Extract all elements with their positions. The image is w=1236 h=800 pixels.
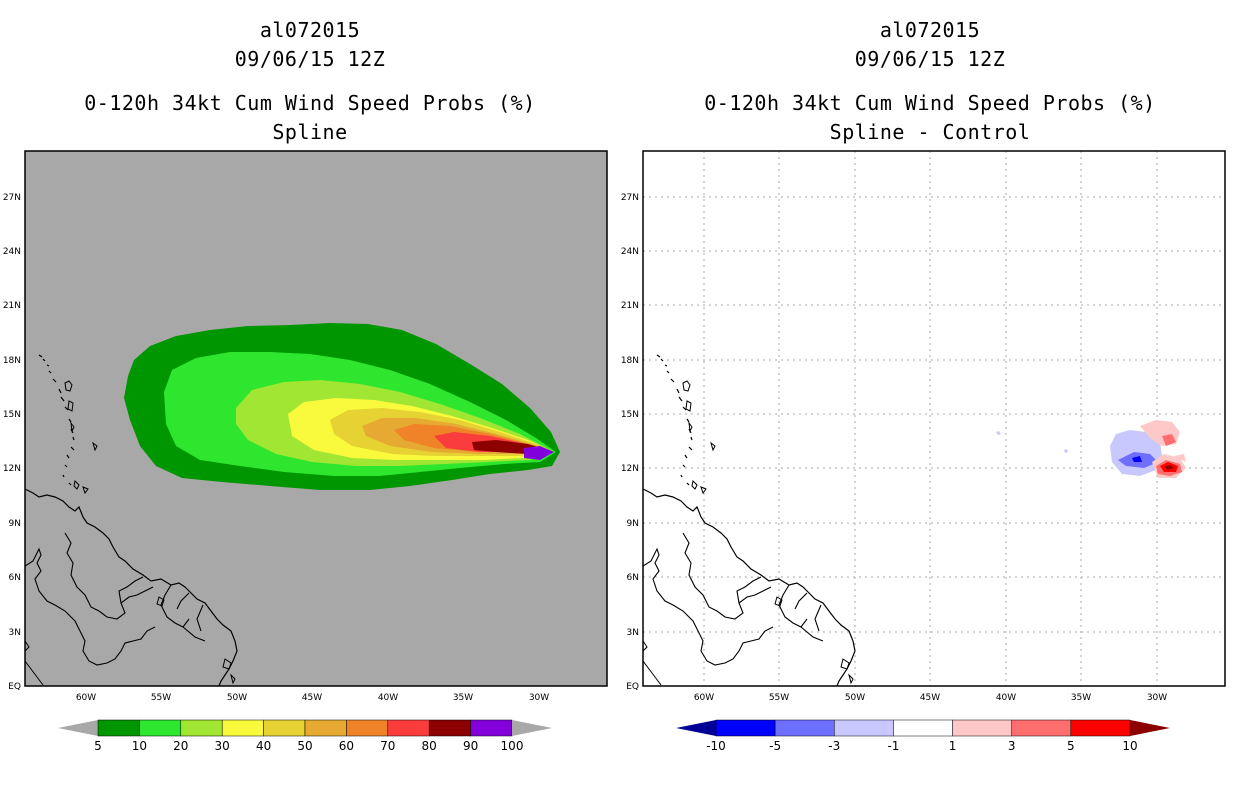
right-colorbar-label: 10 (1122, 739, 1137, 753)
right-colorbar-swatch (952, 719, 1012, 737)
left-panel-title: al072015 09/06/15 12Z 0-120h 34kt Cum Wi… (20, 16, 600, 147)
right-colorbar-label: -3 (828, 739, 840, 753)
left-lat-label: 6N (9, 573, 21, 583)
left-map (24, 150, 608, 687)
left-lat-label: 27N (3, 193, 21, 203)
left-colorbar-label: 20 (173, 739, 188, 753)
left-colorbar-label: 90 (463, 739, 478, 753)
right-lat-label: 3N (627, 628, 639, 638)
diff-speck-a (996, 431, 1001, 435)
left-probability-contours (25, 323, 560, 686)
right-lon-label: 40W (996, 693, 1016, 703)
left-lat-label: 3N (9, 628, 21, 638)
left-colorbar-swatch (304, 719, 347, 737)
right-colorbar-swatch (1070, 719, 1131, 737)
diff-speck-b (1064, 449, 1068, 453)
left-lat-label: 24N (3, 247, 21, 257)
left-lat-label: 18N (3, 356, 21, 366)
left-colorbar-swatch (428, 719, 471, 737)
right-colorbar-low-arrow (676, 720, 716, 736)
right-colorbar-swatch (774, 719, 835, 737)
right-colorbar-swatch (834, 719, 894, 737)
diff-pos-max-b (1164, 465, 1174, 470)
left-lat-label: EQ (8, 682, 21, 692)
left-map-frame (24, 150, 608, 687)
right-lon-label: 35W (1071, 693, 1091, 703)
right-difference-contours (996, 420, 1186, 478)
left-datetime: 09/06/15 12Z (234, 47, 386, 71)
left-method: Spline (272, 120, 348, 144)
right-colorbar-high-arrow (1130, 720, 1170, 736)
left-colorbar-label: 50 (297, 739, 312, 753)
left-colorbar-label: 70 (380, 739, 395, 753)
right-method: Spline - Control (829, 120, 1031, 144)
left-lon-label: 55W (151, 693, 171, 703)
right-colorbar-swatch (893, 719, 953, 737)
right-map-frame (642, 150, 1226, 687)
left-colorbar: 5 10 20 30 40 50 60 70 80 90 100 (58, 719, 552, 753)
left-colorbar-swatch (221, 719, 264, 737)
left-colorbar-swatch (139, 719, 182, 737)
right-map-background (643, 151, 1225, 686)
left-lat-label: 21N (3, 301, 21, 311)
right-colorbar: -10 -5 -3 -1 1 3 5 10 (676, 719, 1170, 753)
left-lat-label: 12N (3, 464, 21, 474)
left-lon-label: 50W (227, 693, 247, 703)
left-lat-label: 15N (3, 410, 21, 420)
left-colorbar-label: 5 (94, 739, 102, 753)
left-colorbar-low-arrow (58, 720, 98, 736)
left-lon-label: 45W (302, 693, 322, 703)
right-lat-label: 12N (621, 464, 639, 474)
left-colorbar-label: 60 (339, 739, 354, 753)
left-colorbar-swatch (180, 719, 223, 737)
right-product: 0-120h 34kt Cum Wind Speed Probs (%) (704, 91, 1156, 115)
right-lat-label: 21N (621, 301, 639, 311)
right-lat-label: EQ (626, 682, 639, 692)
right-colorbar-label: 5 (1067, 739, 1075, 753)
left-colorbar-swatch (97, 719, 140, 737)
left-storm-id: al072015 (259, 18, 361, 42)
left-colorbar-swatch (470, 719, 513, 737)
right-lat-label: 27N (621, 193, 639, 203)
diff-neg-strong (1132, 456, 1142, 462)
right-lon-label: 50W (845, 693, 865, 703)
left-colorbar-swatch (387, 719, 430, 737)
right-colorbar-label: 3 (1008, 739, 1016, 753)
right-panel-title: al072015 09/06/15 12Z 0-120h 34kt Cum Wi… (640, 16, 1220, 147)
left-lon-label: 40W (378, 693, 398, 703)
right-lon-label: 30W (1147, 693, 1167, 703)
right-lon-label: 55W (769, 693, 789, 703)
right-lat-label: 6N (627, 573, 639, 583)
right-lat-label: 24N (621, 247, 639, 257)
right-lat-label: 9N (627, 519, 639, 529)
left-colorbar-label: 10 (132, 739, 147, 753)
right-colorbar-swatch (1011, 719, 1072, 737)
left-product: 0-120h 34kt Cum Wind Speed Probs (%) (84, 91, 536, 115)
right-colorbar-label: -5 (769, 739, 781, 753)
right-colorbar-label: -1 (887, 739, 899, 753)
right-map (642, 150, 1226, 687)
left-colorbar-label: 30 (215, 739, 230, 753)
left-lat-label: 9N (9, 519, 21, 529)
left-lon-label: 60W (76, 693, 96, 703)
right-lon-label: 45W (920, 693, 940, 703)
diff-pos-mid-a (1162, 434, 1176, 446)
left-colorbar-high-arrow (512, 720, 552, 736)
right-colorbar-label: -10 (706, 739, 726, 753)
right-lon-label: 60W (694, 693, 714, 703)
left-lon-label: 30W (529, 693, 549, 703)
left-lon-label: 35W (453, 693, 473, 703)
right-lat-label: 18N (621, 356, 639, 366)
right-colorbar-swatch (715, 719, 776, 737)
right-storm-id: al072015 (879, 18, 981, 42)
left-colorbar-label: 80 (422, 739, 437, 753)
contour-90 (524, 446, 554, 460)
left-colorbar-label: 100 (501, 739, 524, 753)
right-lat-label: 15N (621, 410, 639, 420)
left-colorbar-swatch (346, 719, 389, 737)
left-colorbar-swatch (263, 719, 306, 737)
left-colorbar-label: 40 (256, 739, 271, 753)
right-datetime: 09/06/15 12Z (854, 47, 1006, 71)
right-colorbar-label: 1 (949, 739, 957, 753)
